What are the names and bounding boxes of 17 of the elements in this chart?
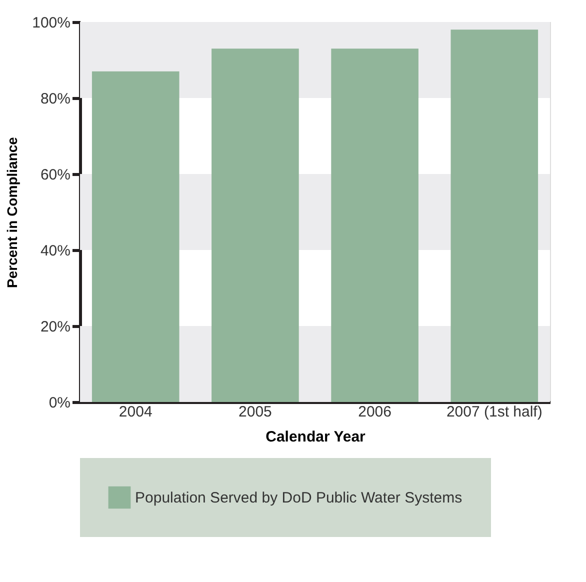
y-tick-label: 40% [40,242,70,260]
y-tick-label: 100% [32,14,70,32]
y-tick-label: 60% [40,166,70,184]
bar [331,48,418,402]
y-tick-label: 0% [48,394,70,412]
bar [92,71,180,402]
y-tick-label: 80% [40,90,70,108]
bar [450,30,538,402]
y-axis-title: Percent in Compliance [4,136,20,288]
y-tick-label: 20% [40,318,70,336]
x-axis-title: Calendar Year [266,428,366,446]
bar [212,48,299,402]
x-tick-label: 2004 [118,404,152,420]
x-tick-label: 2007 (1st half) [446,404,542,420]
x-tick-label: 2005 [238,404,272,420]
x-tick-label: 2006 [358,404,392,420]
legend-label: Population Served by DoD Public Water Systems [135,490,462,506]
